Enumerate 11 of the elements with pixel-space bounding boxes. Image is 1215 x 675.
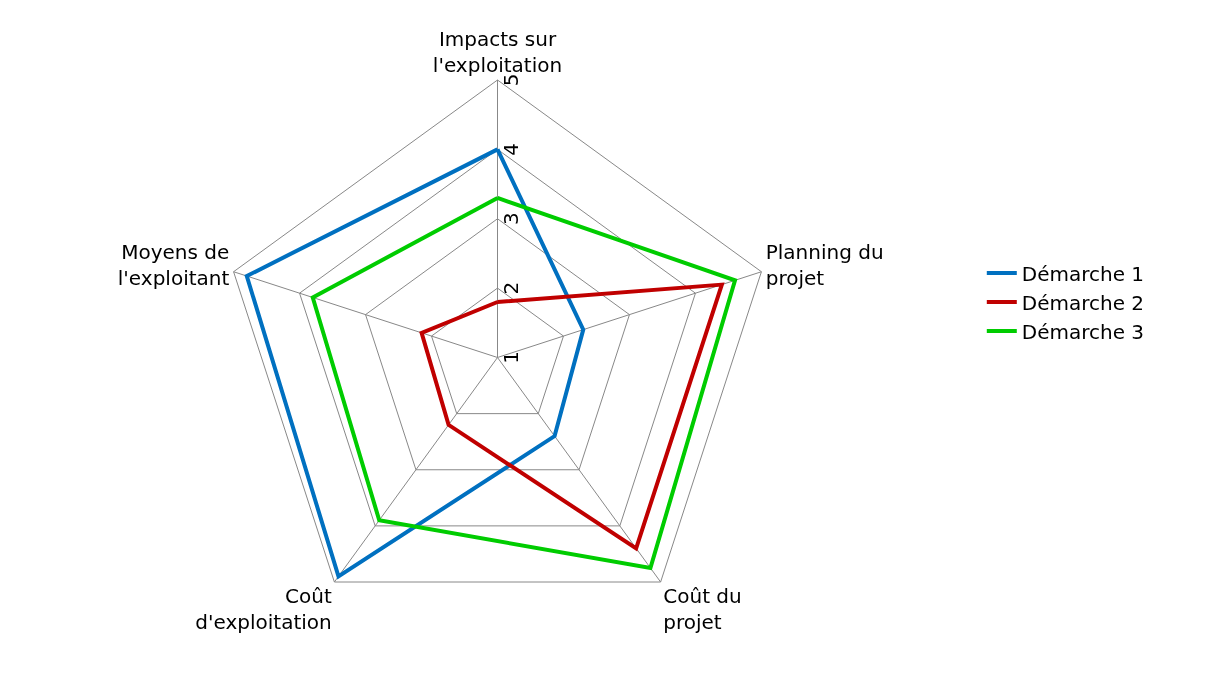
y-tick-label: 2	[499, 281, 523, 295]
legend-label: Démarche 2	[1021, 290, 1145, 315]
spoke-label: Moyens de l'exploitant	[117, 239, 230, 290]
y-tick-label: 1	[499, 351, 523, 364]
spoke-label: Planning du projet	[765, 239, 884, 290]
spoke-label: Coût d'exploitation	[195, 584, 332, 635]
legend-label: Démarche 3	[1021, 319, 1145, 344]
y-tick-label: 3	[499, 212, 523, 226]
legend-label: Démarche 1	[1021, 261, 1145, 286]
y-tick-label: 4	[499, 143, 523, 156]
spoke-label: Coût du projet	[663, 584, 742, 635]
